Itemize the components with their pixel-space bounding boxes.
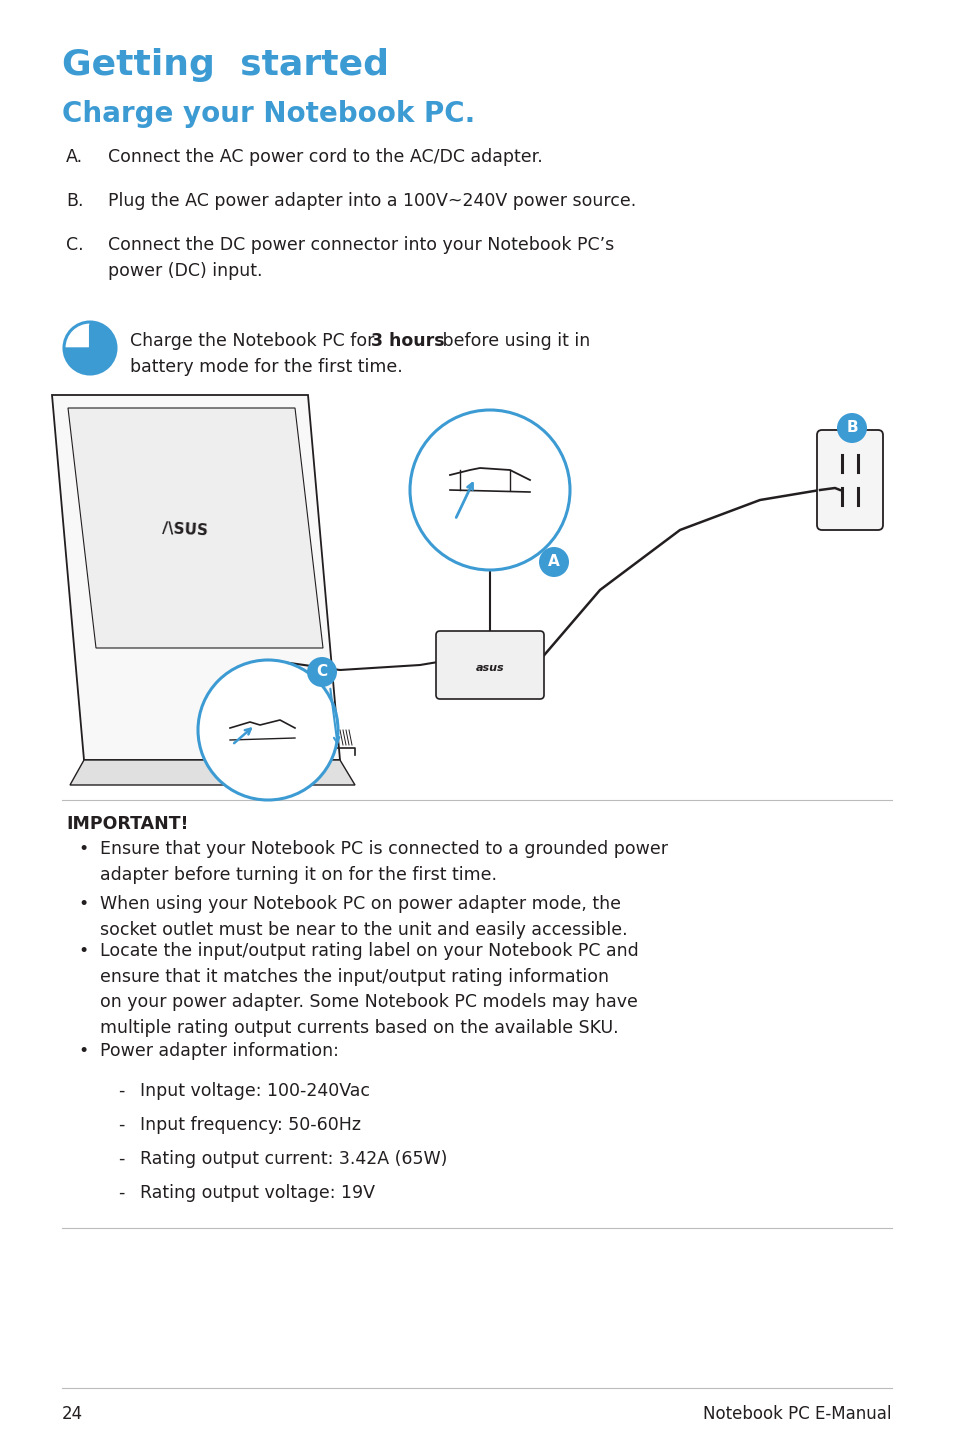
Text: Ensure that your Notebook PC is connected to a grounded power
adapter before tur: Ensure that your Notebook PC is connecte… [100, 840, 667, 884]
Text: Input frequency: 50-60Hz: Input frequency: 50-60Hz [140, 1116, 360, 1135]
Text: Getting  started: Getting started [62, 47, 389, 82]
Text: B.: B. [66, 193, 84, 210]
Circle shape [836, 413, 866, 443]
Circle shape [198, 660, 337, 800]
Wedge shape [65, 324, 115, 372]
Text: Plug the AC power adapter into a 100V~240V power source.: Plug the AC power adapter into a 100V~24… [108, 193, 636, 210]
Circle shape [538, 546, 568, 577]
Text: Input voltage: 100-240Vac: Input voltage: 100-240Vac [140, 1081, 370, 1100]
Text: IMPORTANT!: IMPORTANT! [66, 815, 188, 833]
Text: C.: C. [66, 236, 84, 255]
Text: When using your Notebook PC on power adapter mode, the
socket outlet must be nea: When using your Notebook PC on power ada… [100, 894, 627, 939]
Text: 24: 24 [62, 1405, 83, 1424]
Text: •: • [78, 942, 89, 961]
Text: Charge the Notebook PC for: Charge the Notebook PC for [130, 332, 379, 349]
Text: Connect the AC power cord to the AC/DC adapter.: Connect the AC power cord to the AC/DC a… [108, 148, 542, 165]
Text: Power adapter information:: Power adapter information: [100, 1043, 338, 1060]
Text: •: • [78, 1043, 89, 1060]
Text: -: - [118, 1116, 124, 1135]
Text: Rating output current: 3.42A (65W): Rating output current: 3.42A (65W) [140, 1150, 447, 1168]
Text: before using it in: before using it in [436, 332, 590, 349]
Circle shape [410, 410, 569, 569]
Text: A: A [548, 555, 559, 569]
Text: battery mode for the first time.: battery mode for the first time. [130, 358, 402, 375]
Text: Locate the input/output rating label on your Notebook PC and
ensure that it matc: Locate the input/output rating label on … [100, 942, 639, 1037]
Text: asus: asus [476, 663, 504, 673]
Polygon shape [52, 395, 339, 761]
FancyBboxPatch shape [816, 430, 882, 531]
Text: Rating output voltage: 19V: Rating output voltage: 19V [140, 1183, 375, 1202]
Polygon shape [68, 408, 323, 649]
Text: Connect the DC power connector into your Notebook PC’s
power (DC) input.: Connect the DC power connector into your… [108, 236, 614, 280]
Text: -: - [118, 1150, 124, 1168]
Text: B: B [845, 420, 857, 436]
Polygon shape [70, 761, 355, 785]
Text: -: - [118, 1183, 124, 1202]
Text: -: - [118, 1081, 124, 1100]
Text: Charge your Notebook PC.: Charge your Notebook PC. [62, 101, 475, 128]
Text: 3 hours: 3 hours [371, 332, 444, 349]
FancyBboxPatch shape [436, 631, 543, 699]
Text: /\SUS: /\SUS [162, 522, 208, 539]
Text: A.: A. [66, 148, 83, 165]
Text: C: C [316, 664, 327, 680]
Text: •: • [78, 840, 89, 858]
Text: Notebook PC E-Manual: Notebook PC E-Manual [702, 1405, 891, 1424]
Circle shape [307, 657, 336, 687]
Text: •: • [78, 894, 89, 913]
